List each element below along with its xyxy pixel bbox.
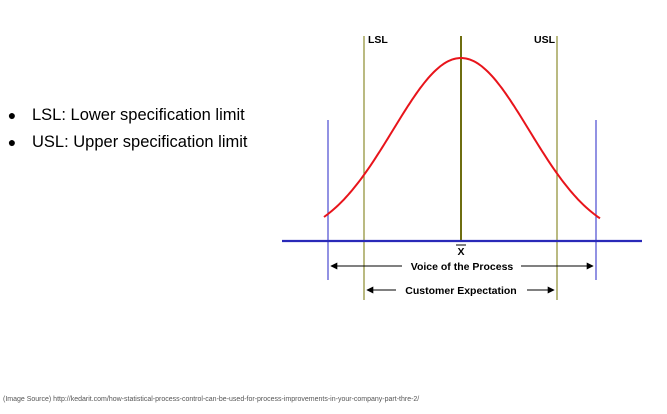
definition-list: ● LSL: Lower specification limit ● USL: … — [6, 102, 248, 156]
lsl-definition: LSL: Lower specification limit — [32, 106, 245, 124]
list-item-usl: ● USL: Upper specification limit — [6, 129, 248, 156]
bullet-icon: ● — [7, 134, 17, 150]
usl-definition: USL: Upper specification limit — [32, 133, 248, 151]
list-item-lsl: ● LSL: Lower specification limit — [6, 102, 248, 129]
image-source-caption: (Image Source) http://kedarit.com/how-st… — [3, 396, 420, 403]
bullet-icon: ● — [7, 107, 17, 123]
mean-label: X — [457, 246, 464, 258]
lsl-label: LSL — [368, 34, 388, 46]
usl-label: USL — [534, 34, 556, 46]
customer-label: Customer Expectation — [405, 285, 516, 297]
process-label: Voice of the Process — [411, 261, 514, 273]
normal-distribution-curve — [323, 57, 601, 220]
